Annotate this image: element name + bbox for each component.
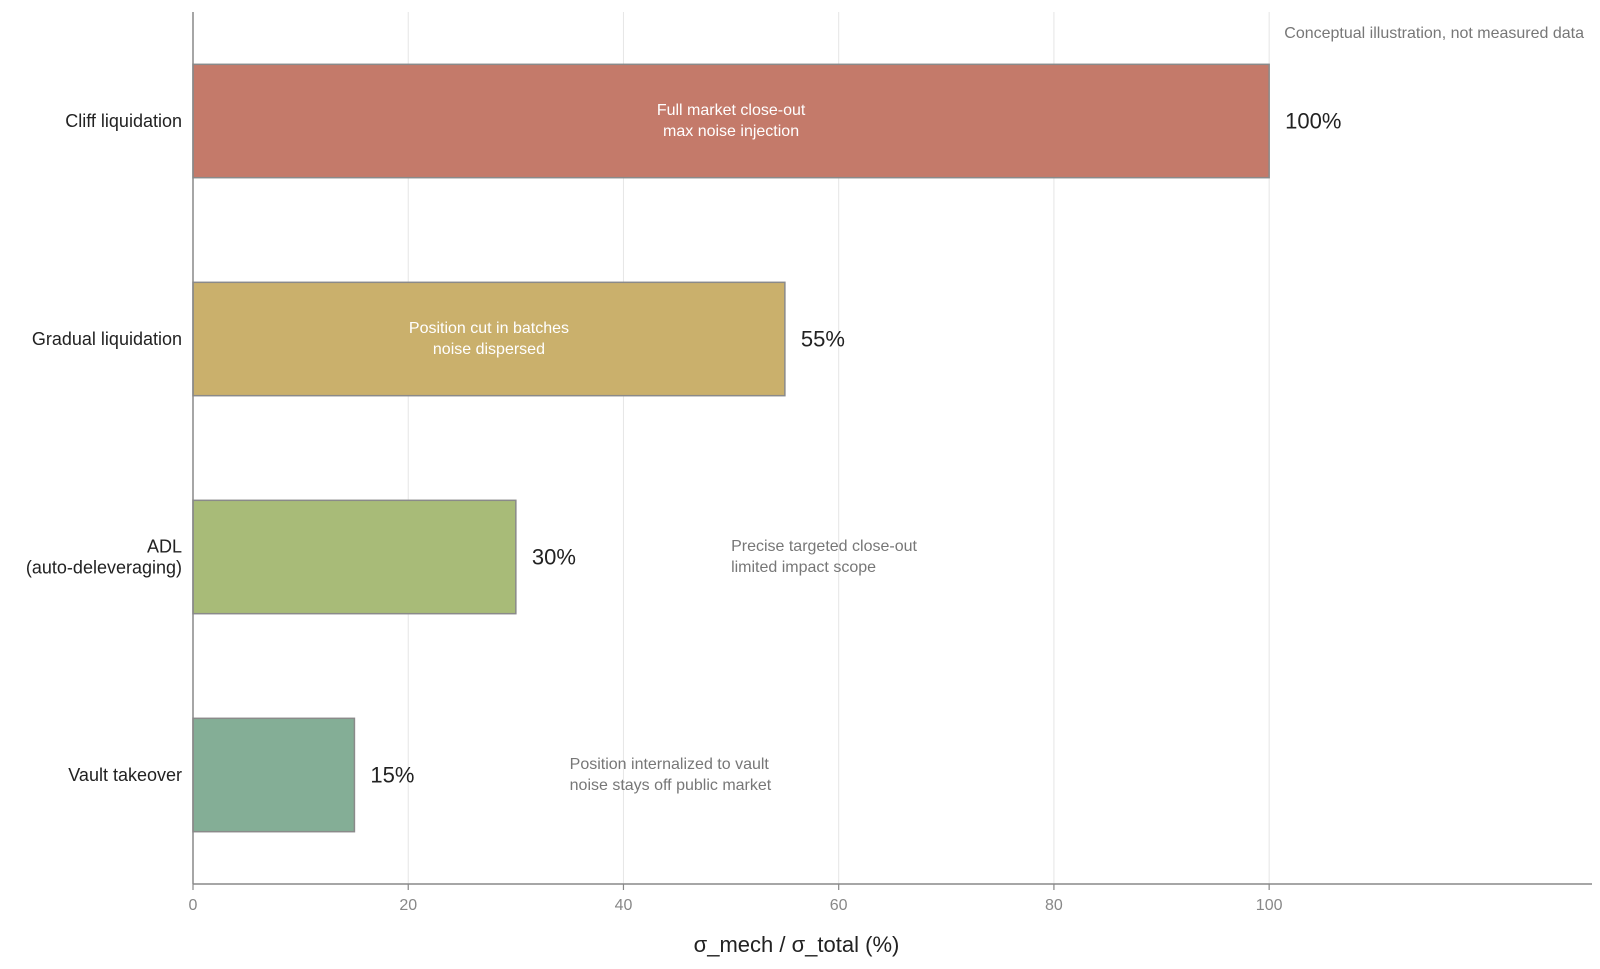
bar-annotation: Position cut in batches noise dispersed bbox=[409, 320, 569, 358]
x-tick-label: 40 bbox=[615, 897, 633, 914]
bar-annotation-line: Full market close-out bbox=[657, 102, 806, 119]
bar bbox=[192, 499, 517, 615]
x-tick-label: 60 bbox=[830, 897, 848, 914]
value-label: 30% bbox=[532, 545, 576, 570]
bar-annotation-line: max noise injection bbox=[663, 123, 799, 140]
x-axis-title: σ_mech / σ_total (%) bbox=[694, 932, 900, 957]
x-tick-label: 20 bbox=[399, 897, 417, 914]
bar-annotation-line: Precise targeted close-out bbox=[731, 538, 917, 555]
bar bbox=[192, 281, 786, 397]
bar-annotation-line: noise stays off public market bbox=[570, 777, 772, 794]
bar-annotation-line: noise dispersed bbox=[433, 341, 545, 358]
category-label-line: Cliff liquidation bbox=[65, 111, 182, 131]
category-label-line: Gradual liquidation bbox=[32, 329, 182, 349]
axes bbox=[192, 12, 1592, 890]
x-tick-label: 0 bbox=[189, 897, 198, 914]
x-tick-label: 100 bbox=[1256, 897, 1283, 914]
category-label: ADL (auto-deleveraging) bbox=[26, 537, 182, 578]
bar-annotation-line: Position internalized to vault bbox=[570, 756, 770, 773]
category-label-line: Vault takeover bbox=[68, 765, 182, 785]
bars bbox=[192, 63, 1270, 833]
value-label: 55% bbox=[801, 327, 845, 352]
category-label: Cliff liquidation bbox=[65, 111, 182, 131]
bar bbox=[192, 63, 1270, 179]
x-tick-label: 80 bbox=[1045, 897, 1063, 914]
bar bbox=[192, 717, 356, 833]
category-label-line: ADL bbox=[147, 537, 182, 557]
value-label: 15% bbox=[370, 763, 414, 788]
category-label-line: (auto-deleveraging) bbox=[26, 558, 182, 578]
value-label: 100% bbox=[1285, 109, 1341, 134]
bar-annotation-line: Position cut in batches bbox=[409, 320, 569, 337]
labels: 0 20 40 60 80 100 Cliff liquidation 100% Full ma… bbox=[26, 102, 1342, 914]
bar-annotation-line: limited impact scope bbox=[731, 559, 876, 576]
category-label: Vault takeover bbox=[68, 765, 182, 785]
bar-annotation: Precise targeted close-out limited impact… bbox=[731, 538, 917, 576]
bar-annotation: Position internalized to vault noise stay… bbox=[570, 756, 772, 794]
chart-note: Conceptual illustration, not measured da… bbox=[1284, 25, 1584, 42]
category-label: Gradual liquidation bbox=[32, 329, 182, 349]
bar-annotation: Full market close-out max noise injection bbox=[657, 102, 806, 140]
